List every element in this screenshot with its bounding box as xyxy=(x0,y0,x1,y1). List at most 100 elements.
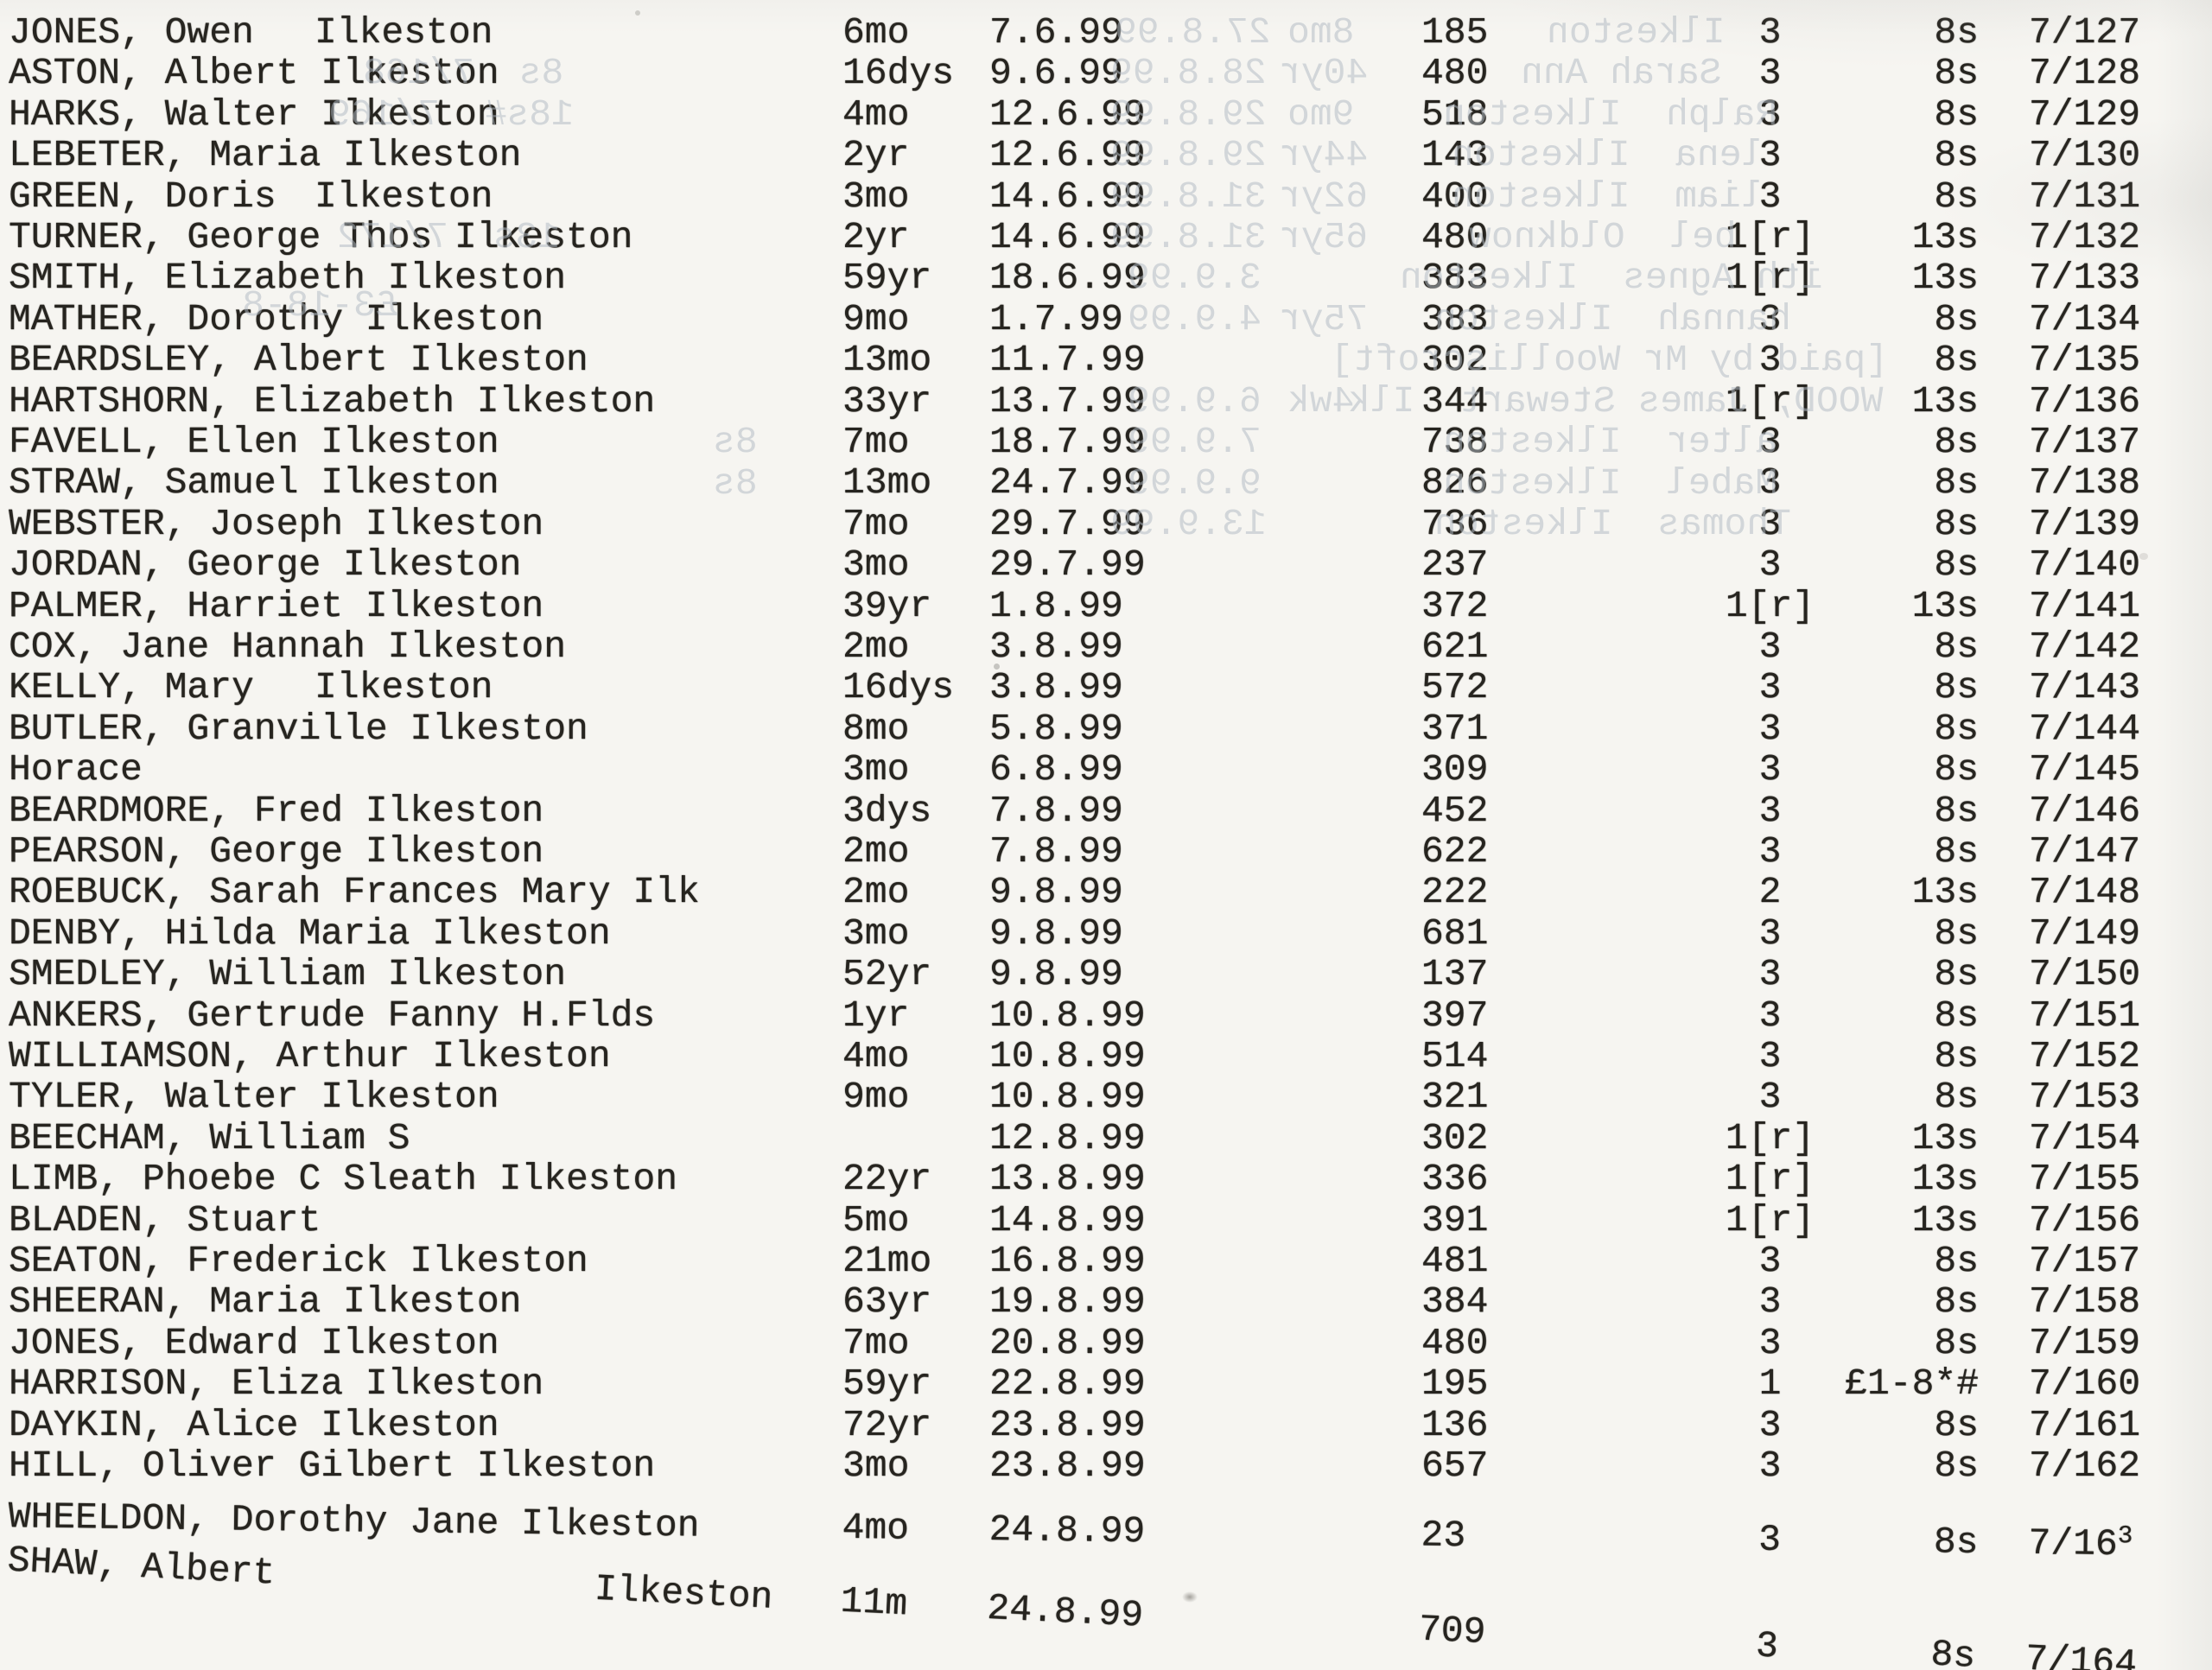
class-cell: 3 xyxy=(1758,1445,1782,1487)
ghost-bleedthrough-text: 44yr xyxy=(1279,134,1369,176)
date-cell: 24.8.99 xyxy=(986,1586,1145,1637)
name-cell: JONES, Edward xyxy=(9,1322,299,1364)
age-cell: 3mo xyxy=(842,543,910,586)
date-cell: 14.8.99 xyxy=(989,1199,1146,1241)
grave-number-cell: 738 xyxy=(1421,421,1489,463)
fee-cell: 8s xyxy=(1934,1404,1979,1446)
age-cell: 1yr xyxy=(842,994,910,1037)
reference-text: 7/129 xyxy=(2029,93,2141,136)
reference-text: 7/145 xyxy=(2029,748,2141,791)
register-row: DENBY, Hilda Maria Ilkeston 3mo 9.8.99 681 3 8… xyxy=(0,913,2212,954)
age-cell: 21mo xyxy=(842,1240,932,1282)
class-cell: 3 xyxy=(1758,1076,1782,1118)
grave-number-cell: 397 xyxy=(1421,994,1489,1037)
date-cell: 22.8.99 xyxy=(989,1362,1146,1405)
place-cell: Ilkeston xyxy=(315,666,493,708)
date-cell: 18.6.99 xyxy=(989,257,1146,299)
class-cell: 3 xyxy=(1758,339,1782,381)
register-row: WEBSTER, Joseph Ilkeston 7mo 29.7.99 736 3 8s 7… xyxy=(0,504,2212,544)
grave-number-cell: 321 xyxy=(1421,1076,1489,1118)
place-cell: Ilkeston xyxy=(410,1240,588,1282)
date-cell: 12.6.99 xyxy=(989,134,1146,176)
reference-cell: 7/143 xyxy=(2029,667,2140,708)
date-cell: 9.8.99 xyxy=(989,871,1123,913)
reference-cell: 7/127 xyxy=(2029,12,2140,53)
reference-cell: 7/153 xyxy=(2029,1076,2140,1117)
class-cell: 3 xyxy=(1758,543,1782,586)
age-cell: 16dys xyxy=(842,52,955,94)
fee-cell: 13s xyxy=(1911,1117,1979,1159)
ghost-bleedthrough-text: 31.8.99 xyxy=(1110,175,1267,218)
age-cell: 9mo xyxy=(842,1076,910,1118)
date-cell: 7.6.99 xyxy=(989,11,1123,54)
place-cell: Ilkeston xyxy=(410,708,588,750)
grave-number-cell: 826 xyxy=(1421,461,1489,504)
age-cell: 22yr xyxy=(842,1158,932,1200)
date-cell: 18.7.99 xyxy=(989,421,1146,463)
grave-number-cell: 136 xyxy=(1421,1404,1489,1446)
class-cell: 3 xyxy=(1758,175,1782,218)
reference-text: 7/16 xyxy=(2028,1521,2119,1566)
class-cell: 3 xyxy=(1758,134,1782,176)
ghost-bleedthrough-text: 6.9.99 xyxy=(1128,380,1262,422)
register-row: TURNER, George Thos Ilkeston 2yr 14.6.99 480… xyxy=(0,217,2212,257)
age-cell: 63yr xyxy=(842,1280,932,1323)
class-cell: 3 xyxy=(1758,994,1782,1037)
reference-cell: 7/135 xyxy=(2029,340,2140,380)
name-cell: SHAW, Albert xyxy=(6,1539,276,1595)
name-cell: SEATON, Frederick xyxy=(9,1240,388,1282)
age-cell: 2mo xyxy=(842,871,910,913)
reference-text: 7/134 xyxy=(2029,298,2141,340)
age-cell: 52yr xyxy=(842,953,932,995)
grave-number-cell: 23 xyxy=(1421,1514,1466,1558)
age-cell: 13mo xyxy=(842,461,932,504)
name-cell: LIMB, Phoebe C Sleath xyxy=(9,1158,477,1200)
register-row: HARKS, Walter Ilkeston 4mo 12.6.99 518 3 8s 7/1… xyxy=(0,94,2212,135)
name-cell: BUTLER, Granville xyxy=(9,708,388,750)
class-cell: 3 xyxy=(1758,1404,1782,1446)
ghost-bleedthrough-text: £3-18-8 xyxy=(242,284,398,327)
ghost-bleedthrough-text: 13s 7/172 xyxy=(337,216,561,258)
name-cell: SMEDLEY, William xyxy=(9,953,365,995)
ghost-bleedthrough-text: 13.9.99 xyxy=(1110,503,1267,545)
grave-number-cell: 622 xyxy=(1421,830,1489,873)
class-cell: 3 xyxy=(1758,1518,1782,1561)
register-row: HARTSHORN, Elizabeth Ilkeston 33yr 13.7.99 3… xyxy=(0,381,2212,422)
place-cell: Ilkeston xyxy=(321,93,499,136)
date-cell: 10.8.99 xyxy=(989,994,1146,1037)
ghost-bleedthrough-text: Mabel Ilkeston xyxy=(1443,462,1778,505)
reference-text: 7/137 xyxy=(2029,421,2141,463)
reference-cell: 7/155 xyxy=(2029,1159,2140,1199)
date-cell: 13.7.99 xyxy=(989,380,1146,422)
name-cell: HARTSHORN, Elizabeth xyxy=(9,380,455,422)
age-cell: 9mo xyxy=(842,298,910,340)
ghost-bleedthrough-text: 8s 7/168 xyxy=(363,52,564,94)
age-cell: 4mo xyxy=(842,1035,910,1077)
grave-number-cell: 657 xyxy=(1421,1445,1489,1487)
grave-number-cell: 237 xyxy=(1421,543,1489,586)
grave-number-cell: 709 xyxy=(1417,1608,1487,1654)
date-cell: 9.8.99 xyxy=(989,953,1123,995)
grave-number-cell: 518 xyxy=(1421,93,1489,136)
register-row: SEATON, Frederick Ilkeston 21mo 16.8.99 481 3… xyxy=(0,1241,2212,1281)
reference-text: 7/155 xyxy=(2029,1158,2141,1200)
ghost-bleedthrough-text: 62yr xyxy=(1279,175,1369,218)
reference-text: 7/141 xyxy=(2029,585,2141,627)
grave-number-cell: 572 xyxy=(1421,666,1489,708)
reference-cell: 7/156 xyxy=(2029,1200,2140,1241)
reference-text: 7/150 xyxy=(2029,953,2141,995)
register-row: WILLIAMSON, Arthur Ilkeston 4mo 10.8.99 514 3… xyxy=(0,1036,2212,1076)
class-cell: 3 xyxy=(1758,11,1782,54)
reference-text: 7/147 xyxy=(2029,830,2141,873)
class-cell: 3 xyxy=(1758,461,1782,504)
place-cell: Ilkeston xyxy=(321,52,499,94)
reference-text: 7/152 xyxy=(2029,1035,2141,1077)
date-cell: 29.7.99 xyxy=(989,543,1146,586)
fee-cell: 8s xyxy=(1934,1076,1979,1118)
fee-cell: 13s xyxy=(1911,585,1979,627)
reference-text: 7/135 xyxy=(2029,339,2141,381)
grave-number-cell: 621 xyxy=(1421,625,1489,668)
ghost-bleedthrough-text: [paid by Mr Woolliscroft] xyxy=(1331,339,1889,381)
age-cell: 2mo xyxy=(842,625,910,668)
name-cell: LEBETER, Maria xyxy=(9,134,321,176)
